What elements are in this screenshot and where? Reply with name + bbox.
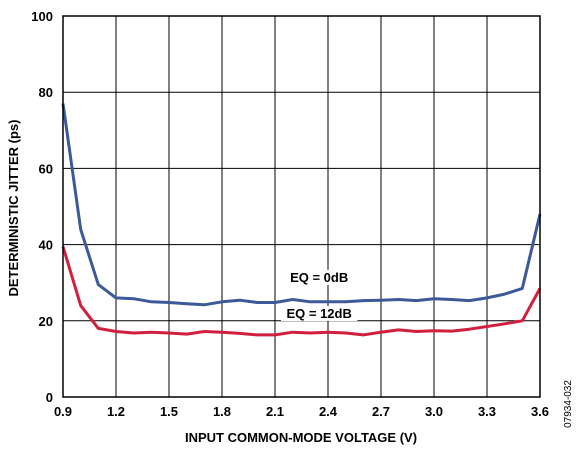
y-tick-label: 20 (39, 314, 53, 329)
figure-id: 07934-032 (563, 380, 574, 428)
y-tick-label: 0 (46, 390, 53, 405)
y-tick-label: 60 (39, 161, 53, 176)
y-tick-label: 100 (31, 9, 53, 24)
x-axis-title: INPUT COMMON-MODE VOLTAGE (V) (185, 430, 417, 445)
series-label-eq-0db: EQ = 0dB (290, 270, 348, 285)
x-tick-label: 2.7 (372, 404, 390, 419)
x-tick-label: 3.6 (531, 404, 549, 419)
y-axis-title: DETERMINISTIC JITTER (ps) (6, 120, 21, 297)
grid-lines (63, 16, 540, 397)
x-tick-label: 1.5 (160, 404, 178, 419)
series-labels: EQ = 0dB EQ = 12dB (280, 269, 358, 321)
x-tick-label: 3.3 (478, 404, 496, 419)
series-label-background (284, 269, 354, 285)
series-label-background (280, 305, 358, 321)
x-tick-label: 1.2 (107, 404, 125, 419)
series-line-eq-12db (61, 246, 542, 337)
x-tick-labels: 0.9 1.2 1.5 1.8 2.1 2.4 2.7 3.0 3.3 3.6 (54, 404, 549, 419)
x-tick-label: 0.9 (54, 404, 72, 419)
y-tick-labels: 0 20 40 60 80 100 (31, 9, 53, 405)
series-label-eq-12db: EQ = 12dB (286, 306, 351, 321)
x-tick-label: 1.8 (213, 404, 231, 419)
plot-frame (62, 15, 541, 398)
series-lines (61, 103, 542, 337)
series-line-eq-0db (61, 103, 542, 307)
y-tick-label: 80 (39, 85, 53, 100)
x-tick-label: 2.4 (319, 404, 338, 419)
x-tick-label: 2.1 (266, 404, 284, 419)
x-tick-label: 3.0 (425, 404, 443, 419)
y-tick-label: 40 (39, 238, 53, 253)
